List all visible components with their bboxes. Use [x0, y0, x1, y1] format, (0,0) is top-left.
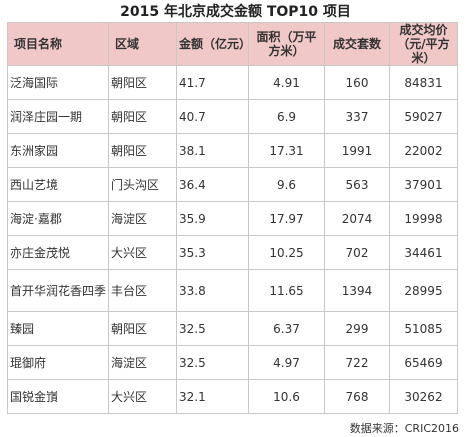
cell-units: 722 [324, 345, 390, 380]
cell-district: 海淀区 [108, 345, 177, 380]
cell-district: 朝阳区 [108, 65, 177, 100]
cell-area: 4.91 [248, 65, 325, 100]
cell-area: 10.6 [248, 379, 325, 414]
cell-name: 润泽庄园一期 [7, 99, 109, 134]
cell-district: 大兴区 [108, 235, 177, 270]
cell-units: 337 [324, 99, 390, 134]
cell-units: 768 [324, 379, 390, 414]
cell-units: 702 [324, 235, 390, 270]
cell-name: 海淀·嘉郡 [7, 201, 109, 236]
cell-name: 国锐金嵿 [7, 379, 109, 414]
cell-units: 160 [324, 65, 390, 100]
table-title: 2015 年北京成交金额 TOP10 项目 [120, 4, 351, 20]
header-units: 成交套数 [324, 22, 390, 66]
cell-avg-price: 22002 [389, 133, 458, 168]
cell-district: 门头沟区 [108, 167, 177, 202]
cell-avg-price: 37901 [389, 167, 458, 202]
cell-avg-price: 30262 [389, 379, 458, 414]
table-row: 海淀·嘉郡 海淀区 35.9 17.97 2074 19998 [7, 201, 458, 236]
table-row: 泛海国际 朝阳区 41.7 4.91 160 84831 [7, 65, 458, 100]
cell-amount: 32.1 [176, 379, 249, 414]
cell-amount: 36.4 [176, 167, 249, 202]
cell-units: 1991 [324, 133, 390, 168]
cell-amount: 35.9 [176, 201, 249, 236]
cell-avg-price: 51085 [389, 311, 458, 346]
cell-amount: 32.5 [176, 311, 249, 346]
cell-area: 10.25 [248, 235, 325, 270]
cell-district: 朝阳区 [108, 133, 177, 168]
cell-units: 299 [324, 311, 390, 346]
cell-avg-price: 28995 [389, 269, 458, 312]
table-row: 国锐金嵿 大兴区 32.1 10.6 768 30262 [7, 379, 458, 414]
cell-district: 丰台区 [108, 269, 177, 312]
cell-area: 17.97 [248, 201, 325, 236]
data-source-note: 数据来源：CRIC2016 [349, 422, 459, 435]
cell-avg-price: 19998 [389, 201, 458, 236]
cell-avg-price: 34461 [389, 235, 458, 270]
cell-amount: 38.1 [176, 133, 249, 168]
cell-name: 泛海国际 [7, 65, 109, 100]
top10-table: 项目名称 区域 金额（亿元） 面积（万平方米） 成交套数 成交均价（元/平方米）… [7, 22, 458, 414]
cell-area: 4.97 [248, 345, 325, 380]
cell-units: 2074 [324, 201, 390, 236]
table-row: 润泽庄园一期 朝阳区 40.7 6.9 337 59027 [7, 99, 458, 134]
cell-area: 6.37 [248, 311, 325, 346]
cell-avg-price: 84831 [389, 65, 458, 100]
cell-amount: 35.3 [176, 235, 249, 270]
table-row: 亦庄金茂悦 大兴区 35.3 10.25 702 34461 [7, 235, 458, 270]
header-area: 面积（万平方米） [248, 22, 325, 66]
cell-amount: 41.7 [176, 65, 249, 100]
cell-district: 朝阳区 [108, 311, 177, 346]
cell-units: 563 [324, 167, 390, 202]
table-row: 首开华润花香四季 丰台区 33.8 11.65 1394 28995 [7, 269, 458, 312]
header-district: 区域 [108, 22, 177, 66]
cell-avg-price: 59027 [389, 99, 458, 134]
header-avg-price: 成交均价（元/平方米） [389, 22, 458, 66]
cell-amount: 32.5 [176, 345, 249, 380]
cell-name: 琨御府 [7, 345, 109, 380]
header-name: 项目名称 [7, 22, 109, 66]
cell-avg-price: 65469 [389, 345, 458, 380]
cell-area: 11.65 [248, 269, 325, 312]
cell-name: 西山艺境 [7, 167, 109, 202]
cell-amount: 40.7 [176, 99, 249, 134]
cell-area: 9.6 [248, 167, 325, 202]
cell-area: 17.31 [248, 133, 325, 168]
cell-name: 臻园 [7, 311, 109, 346]
cell-area: 6.9 [248, 99, 325, 134]
header-amount: 金额（亿元） [176, 22, 249, 66]
cell-district: 朝阳区 [108, 99, 177, 134]
table-row: 西山艺境 门头沟区 36.4 9.6 563 37901 [7, 167, 458, 202]
cell-amount: 33.8 [176, 269, 249, 312]
cell-name: 东洲家园 [7, 133, 109, 168]
table-row: 东洲家园 朝阳区 38.1 17.31 1991 22002 [7, 133, 458, 168]
cell-units: 1394 [324, 269, 390, 312]
table-row: 琨御府 海淀区 32.5 4.97 722 65469 [7, 345, 458, 380]
header-row: 项目名称 区域 金额（亿元） 面积（万平方米） 成交套数 成交均价（元/平方米） [7, 22, 458, 66]
cell-name: 亦庄金茂悦 [7, 235, 109, 270]
table-row: 臻园 朝阳区 32.5 6.37 299 51085 [7, 311, 458, 346]
cell-district: 海淀区 [108, 201, 177, 236]
cell-name: 首开华润花香四季 [7, 269, 109, 312]
cell-district: 大兴区 [108, 379, 177, 414]
